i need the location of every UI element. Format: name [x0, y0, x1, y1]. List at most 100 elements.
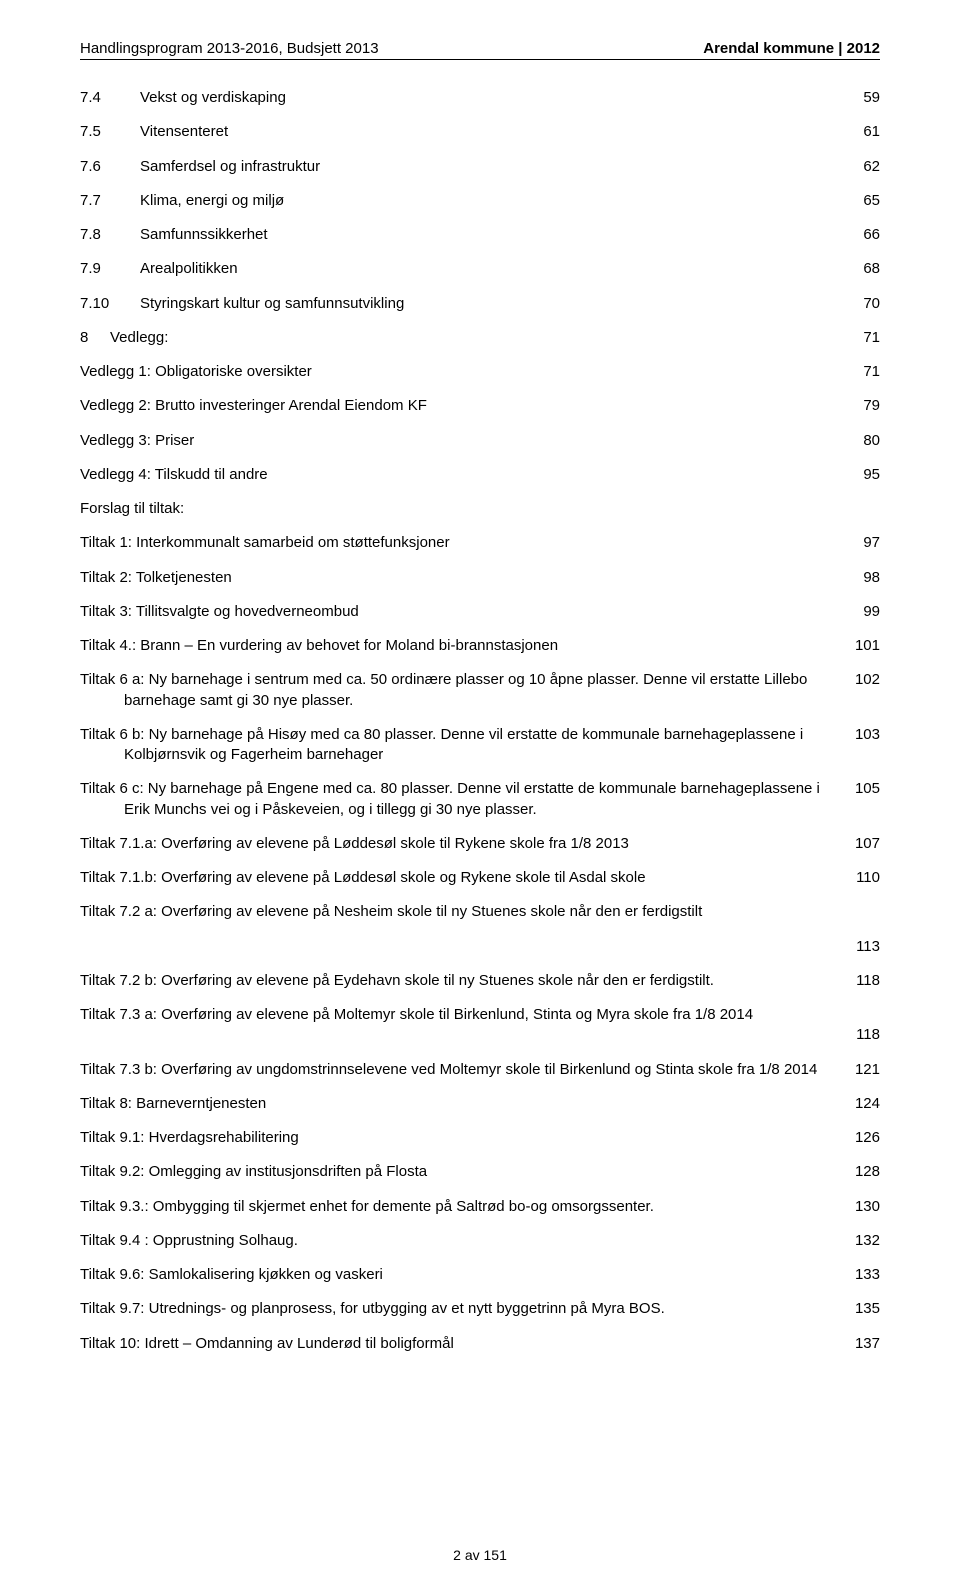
- toc-text: Tiltak 9.3.: Ombygging til skjermet enhe…: [80, 1197, 820, 1217]
- toc-text: Vitensenteret: [140, 122, 820, 142]
- toc-row: Tiltak 7.1.b: Overføring av elevene på L…: [80, 868, 880, 888]
- header-right: Arendal kommune | 2012: [703, 40, 880, 57]
- toc-page: 105: [840, 779, 880, 799]
- toc-page: 132: [840, 1231, 880, 1251]
- toc-row: Tiltak 10: Idrett – Omdanning av Lunderø…: [80, 1334, 880, 1354]
- toc-row: Tiltak 7.1.a: Overføring av elevene på L…: [80, 834, 880, 854]
- toc-page: 95: [840, 465, 880, 485]
- toc-row: Tiltak 2: Tolketjenesten98: [80, 568, 880, 588]
- toc-page: 107: [840, 834, 880, 854]
- toc-section-b-head: 8 Vedlegg: 71: [80, 328, 880, 348]
- toc-row: 7.9Arealpolitikken 68: [80, 259, 880, 279]
- toc-row: Tiltak 9.1: Hverdagsrehabilitering 126: [80, 1128, 880, 1148]
- toc-text: Tiltak 7.3 b: Overføring av ungdomstrinn…: [80, 1060, 820, 1080]
- toc-text: Tiltak 7.2 a: Overføring av elevene på N…: [80, 902, 860, 922]
- toc-text: Tiltak 9.1: Hverdagsrehabilitering: [80, 1128, 820, 1148]
- toc-row: Vedlegg 2: Brutto investeringer Arendal …: [80, 396, 880, 416]
- toc-row: Tiltak 3: Tillitsvalgte og hovedverneomb…: [80, 602, 880, 622]
- toc-text: Tiltak 7.1.a: Overføring av elevene på L…: [80, 834, 820, 854]
- toc-text: Tiltak 6 b: Ny barnehage på Hisøy med ca…: [80, 725, 820, 766]
- toc-page: 113: [840, 937, 880, 957]
- toc-page: 118: [840, 971, 880, 991]
- toc-text: Tiltak 3: Tillitsvalgte og hovedverneomb…: [80, 602, 820, 622]
- toc-page: 126: [840, 1128, 880, 1148]
- toc-row: 7.4Vekst og verdiskaping 59: [80, 88, 880, 108]
- toc-num: 7.6: [80, 157, 140, 177]
- header-left: Handlingsprogram 2013-2016, Budsjett 201…: [80, 40, 379, 57]
- toc-text: Tiltak 8: Barneverntjenesten: [80, 1094, 820, 1114]
- toc-section-c: Tiltak 1: Interkommunalt samarbeid om st…: [80, 533, 880, 1354]
- toc-page: 62: [840, 157, 880, 177]
- toc-text: Tiltak 2: Tolketjenesten: [80, 568, 820, 588]
- toc-text: Tiltak 9.6: Samlokalisering kjøkken og v…: [80, 1265, 820, 1285]
- toc-page: 103: [840, 725, 880, 745]
- toc-row: Vedlegg 4: Tilskudd til andre 95: [80, 465, 880, 485]
- toc-section-b: Vedlegg 1: Obligatoriske oversikter71Ved…: [80, 362, 880, 485]
- toc-text: Styringskart kultur og samfunnsutvikling: [140, 294, 820, 314]
- toc-text: Vedlegg 2: Brutto investeringer Arendal …: [80, 396, 820, 416]
- toc-row: Tiltak 6 b: Ny barnehage på Hisøy med ca…: [80, 725, 880, 766]
- toc-page: 68: [840, 259, 880, 279]
- toc-num: 7.4: [80, 88, 140, 108]
- toc-row: Tiltak 8: Barneverntjenesten 124: [80, 1094, 880, 1114]
- toc-text: Tiltak 10: Idrett – Omdanning av Lunderø…: [80, 1334, 820, 1354]
- toc-num: 7.7: [80, 191, 140, 211]
- toc-page-row: 113: [80, 937, 880, 957]
- toc-num: 7.8: [80, 225, 140, 245]
- toc-row: Tiltak 9.7: Utrednings- og planprosess, …: [80, 1299, 880, 1319]
- toc-row: 7.8Samfunnssikkerhet 66: [80, 225, 880, 245]
- toc-text: Arealpolitikken: [140, 259, 820, 279]
- toc-page: 118: [840, 1025, 880, 1045]
- toc-row: Tiltak 7.2 b: Overføring av elevene på E…: [80, 971, 880, 991]
- toc-page-row: 118: [80, 1025, 880, 1045]
- toc-text: Vedlegg 4: Tilskudd til andre: [80, 465, 820, 485]
- toc-page: 99: [840, 602, 880, 622]
- toc-row: Tiltak 6 c: Ny barnehage på Engene med c…: [80, 779, 880, 820]
- toc-row: Tiltak 9.6: Samlokalisering kjøkken og v…: [80, 1265, 880, 1285]
- toc-page: 110: [840, 868, 880, 888]
- toc-text: Tiltak 9.2: Omlegging av institusjonsdri…: [80, 1162, 820, 1182]
- toc-row: Tiltak 7.2 a: Overføring av elevene på N…: [80, 902, 880, 922]
- toc-page: 133: [840, 1265, 880, 1285]
- toc-page: 70: [840, 294, 880, 314]
- toc-page: 121: [840, 1060, 880, 1080]
- toc-page: 65: [840, 191, 880, 211]
- toc-row: 7.6Samferdsel og infrastruktur 62: [80, 157, 880, 177]
- toc-text: Vekst og verdiskaping: [140, 88, 820, 108]
- forslag-label: Forslag til tiltak:: [80, 499, 860, 519]
- toc-row: 7.5Vitensenteret61: [80, 122, 880, 142]
- toc-page: 128: [840, 1162, 880, 1182]
- toc-page: 59: [840, 88, 880, 108]
- toc-page: 101: [840, 636, 880, 656]
- toc-num: 8: [80, 328, 110, 348]
- toc-text: Vedlegg 3: Priser: [80, 431, 820, 451]
- toc-text: Tiltak 9.4 : Opprustning Solhaug.: [80, 1231, 820, 1251]
- toc-text: Tiltak 7.2 b: Overføring av elevene på E…: [80, 971, 820, 991]
- toc-row: Tiltak 7.3 b: Overføring av ungdomstrinn…: [80, 1060, 880, 1080]
- toc-text: Vedlegg:: [110, 328, 820, 348]
- toc-row: Vedlegg 3: Priser80: [80, 431, 880, 451]
- toc-text: Samfunnssikkerhet: [140, 225, 820, 245]
- toc-page: 66: [840, 225, 880, 245]
- toc-row: Tiltak 9.2: Omlegging av institusjonsdri…: [80, 1162, 880, 1182]
- toc-page: 102: [840, 670, 880, 690]
- toc-row: Tiltak 7.3 a: Overføring av elevene på M…: [80, 1005, 880, 1025]
- toc-page: 71: [840, 362, 880, 382]
- toc-page: 137: [840, 1334, 880, 1354]
- toc-num: 7.9: [80, 259, 140, 279]
- page-footer: 2 av 151: [0, 1547, 960, 1563]
- toc-num: 7.10: [80, 294, 140, 314]
- toc-page: 97: [840, 533, 880, 553]
- toc-page: 71: [840, 328, 880, 348]
- toc-row: 7.7Klima, energi og miljø 65: [80, 191, 880, 211]
- toc-row: 7.10Styringskart kultur og samfunnsutvik…: [80, 294, 880, 314]
- toc-page: 61: [840, 122, 880, 142]
- toc-row: Tiltak 9.4 : Opprustning Solhaug. 132: [80, 1231, 880, 1251]
- forslag-label-row: Forslag til tiltak:: [80, 499, 880, 519]
- toc-text: Samferdsel og infrastruktur: [140, 157, 820, 177]
- toc-text: Tiltak 6 c: Ny barnehage på Engene med c…: [80, 779, 820, 820]
- toc-text: Tiltak 7.3 a: Overføring av elevene på M…: [80, 1005, 860, 1025]
- toc-text: Klima, energi og miljø: [140, 191, 820, 211]
- toc-row: Tiltak 6 a: Ny barnehage i sentrum med c…: [80, 670, 880, 711]
- toc-page: 124: [840, 1094, 880, 1114]
